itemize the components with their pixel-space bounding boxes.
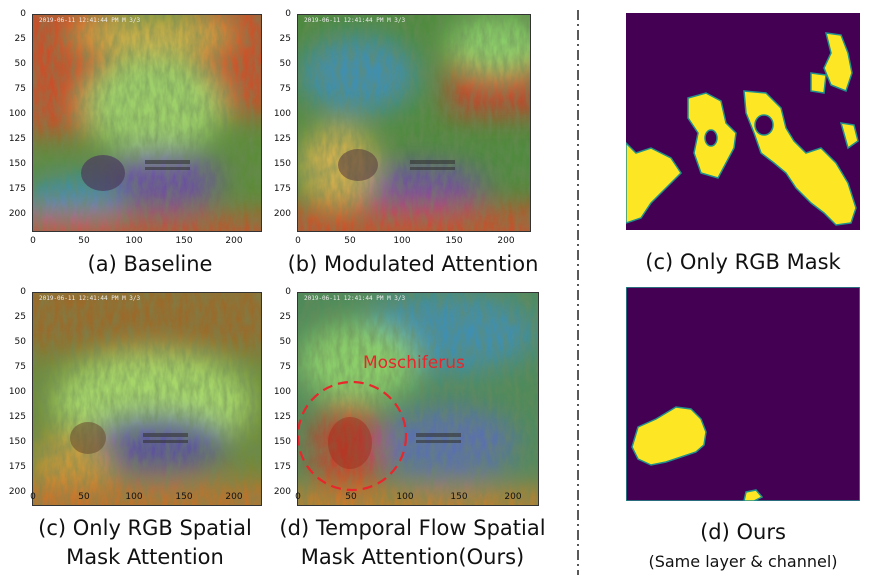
x-tick: 100 xyxy=(396,492,414,502)
y-tick: 150 xyxy=(8,159,26,169)
y-tick: 50 xyxy=(14,59,26,69)
image-timestamp: 2019-06-11 12:41:44 PM M 3/3 xyxy=(304,295,406,302)
heatmap-image: 2019-06-11 12:41:44 PM M 3/3 xyxy=(297,14,531,232)
y-tick: 200 xyxy=(273,487,291,497)
y-tick: 0 xyxy=(285,287,291,297)
caption-a: (a) Baseline xyxy=(87,252,213,276)
y-tick: 0 xyxy=(285,9,291,19)
image-timestamp: 2019-06-11 12:41:44 PM M 3/3 xyxy=(39,295,141,302)
y-tick: 100 xyxy=(273,387,291,397)
caption-c-attention-line2: Mask Attention xyxy=(66,545,224,569)
heatmap-image: 2019-06-11 12:41:44 PM M 3/3 xyxy=(32,14,262,232)
x-tick: 50 xyxy=(78,492,90,502)
x-tick: 150 xyxy=(450,492,468,502)
y-tick: 0 xyxy=(20,9,26,19)
y-tick: 50 xyxy=(279,337,291,347)
image-timestamp: 2019-06-11 12:41:44 PM M 3/3 xyxy=(39,17,141,24)
x-tick: 200 xyxy=(225,236,243,246)
x-tick: 0 xyxy=(30,492,36,502)
rgb-mask-image xyxy=(626,13,860,230)
y-tick: 150 xyxy=(273,159,291,169)
y-tick: 25 xyxy=(279,312,291,322)
caption-d-ours-line1: (d) Ours xyxy=(700,520,786,544)
x-tick: 100 xyxy=(125,492,143,502)
y-tick: 200 xyxy=(8,209,26,219)
heatmap-image: 2019-06-11 12:41:44 PM M 3/3 xyxy=(32,292,262,506)
heatmap-image: 2019-06-11 12:41:44 PM M 3/3 Moschiferus xyxy=(297,292,539,506)
y-tick: 75 xyxy=(14,362,26,372)
y-tick: 75 xyxy=(14,84,26,94)
ours-mask-image xyxy=(626,287,860,501)
y-tick: 175 xyxy=(273,184,291,194)
caption-d-ours-line2: (Same layer & channel) xyxy=(648,552,838,571)
y-tick: 50 xyxy=(14,337,26,347)
y-tick: 175 xyxy=(8,184,26,194)
dashdot-divider xyxy=(576,10,580,575)
x-tick: 150 xyxy=(445,236,463,246)
y-tick: 100 xyxy=(273,109,291,119)
y-tick: 25 xyxy=(279,34,291,44)
panel-b: 0 25 50 75 100 125 150 175 200 2019-06-1… xyxy=(265,0,545,250)
y-tick: 75 xyxy=(279,84,291,94)
y-tick: 100 xyxy=(8,109,26,119)
panel-d-attention: 0 25 50 75 100 125 150 175 200 2019-06-1… xyxy=(265,282,550,512)
x-tick: 200 xyxy=(497,236,515,246)
caption-c-mask: (c) Only RGB Mask xyxy=(645,250,841,274)
x-tick: 200 xyxy=(504,492,522,502)
y-tick: 150 xyxy=(8,437,26,447)
x-tick: 150 xyxy=(175,236,193,246)
y-tick: 175 xyxy=(8,462,26,472)
y-tick: 100 xyxy=(8,387,26,397)
annotation-label: Moschiferus xyxy=(363,353,465,373)
y-tick: 50 xyxy=(279,59,291,69)
x-tick: 0 xyxy=(295,492,301,502)
x-tick: 50 xyxy=(78,236,90,246)
caption-b: (b) Modulated Attention xyxy=(287,252,539,276)
caption-d-attention-line1: (d) Temporal Flow Spatial xyxy=(279,516,546,540)
x-tick: 50 xyxy=(344,236,356,246)
y-tick: 125 xyxy=(273,412,291,422)
y-tick: 150 xyxy=(273,437,291,447)
y-tick: 25 xyxy=(14,34,26,44)
x-tick: 100 xyxy=(125,236,143,246)
caption-d-attention-line2: Mask Attention(Ours) xyxy=(300,545,525,569)
y-tick: 0 xyxy=(20,287,26,297)
x-tick: 50 xyxy=(345,492,357,502)
panel-a: 0 25 50 75 100 125 150 175 200 2019-06- xyxy=(0,0,270,250)
y-tick: 200 xyxy=(273,209,291,219)
y-tick: 175 xyxy=(273,462,291,472)
annotation-circle xyxy=(298,380,408,492)
y-tick: 75 xyxy=(279,362,291,372)
x-tick: 0 xyxy=(30,236,36,246)
y-tick: 125 xyxy=(8,134,26,144)
x-tick: 200 xyxy=(225,492,243,502)
x-tick: 0 xyxy=(295,236,301,246)
image-timestamp: 2019-06-11 12:41:44 PM M 3/3 xyxy=(304,17,406,24)
caption-c-attention-line1: (c) Only RGB Spatial xyxy=(38,516,252,540)
y-tick: 25 xyxy=(14,312,26,322)
y-tick: 200 xyxy=(8,487,26,497)
y-tick: 125 xyxy=(273,134,291,144)
x-tick: 100 xyxy=(393,236,411,246)
panel-c-attention: 0 25 50 75 100 125 150 175 200 2019-06-1… xyxy=(0,282,270,512)
y-tick: 125 xyxy=(8,412,26,422)
x-tick: 150 xyxy=(175,492,193,502)
